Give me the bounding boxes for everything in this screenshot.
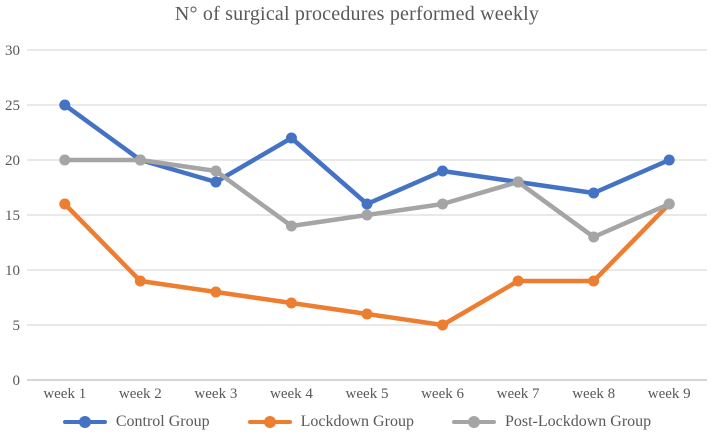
x-axis-tick-label: week 1 [43,386,86,402]
data-point-marker [285,132,297,144]
data-point-marker [663,154,675,166]
data-point-marker [210,286,222,298]
data-point-marker [588,187,600,199]
legend-line-marker-icon [451,416,496,428]
y-axis-tick-label: 30 [5,43,20,59]
data-point-marker [437,198,449,210]
data-point-marker [588,275,600,287]
legend-label: Post-Lockdown Group [504,413,652,430]
legend-dot-icon [263,416,276,428]
data-point-marker [512,176,524,188]
x-axis-tick-label: week 7 [497,386,540,402]
x-axis-tick-label: week 8 [572,386,615,402]
y-axis-tick-label: 20 [5,153,20,169]
legend-dot-icon [467,416,480,428]
data-point-marker [361,209,373,221]
legend-line-marker-icon [62,416,107,428]
data-point-marker [437,319,449,331]
data-point-marker [512,275,524,287]
data-point-marker [285,297,297,309]
y-axis-tick-label: 0 [13,373,21,389]
legend-item-lockdown-group: Lockdown Group [247,413,414,431]
y-axis-tick-label: 5 [13,318,21,334]
data-point-marker [134,154,146,166]
data-point-marker [59,154,71,166]
data-point-marker [663,198,675,210]
data-point-marker [285,220,297,232]
data-point-marker [134,275,146,287]
legend-line-marker-icon [247,416,292,428]
data-point-marker [588,231,600,243]
x-axis-tick-label: week 3 [194,386,237,402]
legend-item-control-group: Control Group [62,413,210,431]
legend-item-post-lockdown-group: Post-Lockdown Group [451,413,652,431]
legend-label: Lockdown Group [300,413,414,430]
data-point-marker [210,165,222,177]
chart-title: N° of surgical procedures performed week… [174,3,540,25]
chart-legend: Control Group Lockdown Group Post-Lockdown… [0,413,714,431]
legend-label: Control Group [115,413,210,430]
data-point-marker [59,99,71,111]
legend-dot-icon [78,416,91,428]
x-axis-tick-label: week 2 [119,386,162,402]
data-point-marker [210,176,222,188]
data-point-marker [59,198,71,210]
x-axis-tick-label: week 6 [421,386,464,402]
data-point-marker [437,165,449,177]
data-point-marker [361,198,373,210]
data-point-marker [361,308,373,320]
x-axis-tick-label: week 4 [270,386,313,402]
y-axis-tick-label: 15 [5,208,20,224]
series-line-lockdown-group [62,201,672,328]
x-axis-tick-label: week 9 [648,386,691,402]
x-axis-tick-label: week 5 [346,386,389,402]
y-axis-tick-label: 25 [5,98,20,114]
line-chart: 0 5 10 15 20 25 30 week 1 week 2 week 3 week 4 week… [5,43,707,402]
series-line-control-group [62,102,672,207]
y-axis-tick-label: 10 [5,263,20,279]
